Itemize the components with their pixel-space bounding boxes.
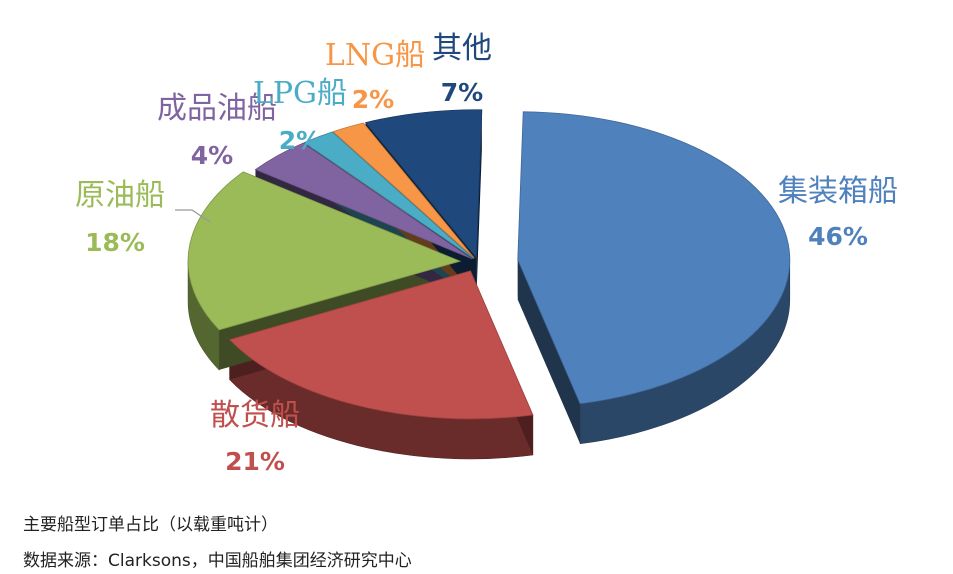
slice-5 — [332, 122, 475, 259]
slice-label-2: 原油船 — [75, 178, 165, 213]
slice-value-label-4: 2% — [279, 126, 321, 155]
slice-value-label-2: 18% — [85, 228, 145, 257]
slice-value-label-0: 46% — [808, 222, 868, 251]
slice-value-label-3: 4% — [191, 141, 233, 170]
chart-caption-source: 数据来源：Clarksons，中国船舶集团经济研究中心 — [23, 551, 412, 571]
slice-value-label-6: 7% — [441, 78, 483, 107]
slice-label-5: LNG船 — [325, 38, 425, 73]
slice-4 — [303, 131, 474, 259]
slice-label-1: 散货船 — [210, 398, 300, 433]
slice-6 — [364, 109, 483, 259]
slice-tops — [187, 109, 791, 420]
leader-lines — [175, 209, 211, 223]
slice-3 — [254, 142, 473, 260]
slice-value-label-1: 21% — [225, 447, 285, 476]
slice-label-4: LPG船 — [253, 76, 347, 111]
slice-label-0: 集装箱船 — [778, 174, 898, 209]
slice-1 — [228, 270, 534, 420]
pie-chart: 集装箱船46%散货船21%原油船18%成品油船4%LPG船2%LNG船2%其他7… — [75, 31, 898, 476]
slice-label-6: 其他 — [432, 31, 492, 66]
leader-line-2 — [175, 209, 211, 223]
slice-0 — [517, 111, 791, 405]
slice-value-label-5: 2% — [352, 85, 394, 114]
chart-caption-title: 主要船型订单占比（以载重吨计） — [23, 515, 278, 535]
slice-label-3: 成品油船 — [157, 91, 277, 126]
slice-labels: 集装箱船46%散货船21%原油船18%成品油船4%LPG船2%LNG船2%其他7… — [75, 31, 898, 476]
slice-face-0-1 — [517, 259, 581, 444]
slice-2 — [187, 171, 462, 331]
